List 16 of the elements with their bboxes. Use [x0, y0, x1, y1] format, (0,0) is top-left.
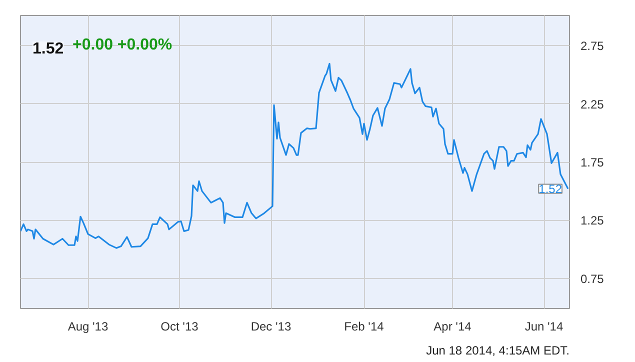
text: Jun 18 2014, 4:15AM EDT.	[426, 344, 570, 358]
y-tick-label: 2.25	[580, 97, 604, 112]
text: 1.52	[32, 40, 64, 58]
y-tick-label: 1.25	[580, 214, 604, 228]
line-series	[20, 62, 569, 249]
annotation: 1.52	[538, 182, 562, 196]
y-tick-label: 1.75	[580, 156, 604, 170]
text: +0.00 +0.00%	[72, 36, 172, 54]
x-tick-label: Oct '13	[160, 320, 199, 334]
x-tick-label: Apr '14	[434, 320, 472, 334]
x-tick-label: Feb '14	[344, 320, 384, 334]
x-tick-label: Aug '13	[68, 320, 108, 334]
x-tick-label: Jun '14	[524, 320, 564, 334]
x-tick-label: Dec '13	[250, 320, 292, 334]
y-tick-label: 2.75	[580, 39, 604, 54]
y-tick-label: 0.75	[580, 272, 604, 286]
